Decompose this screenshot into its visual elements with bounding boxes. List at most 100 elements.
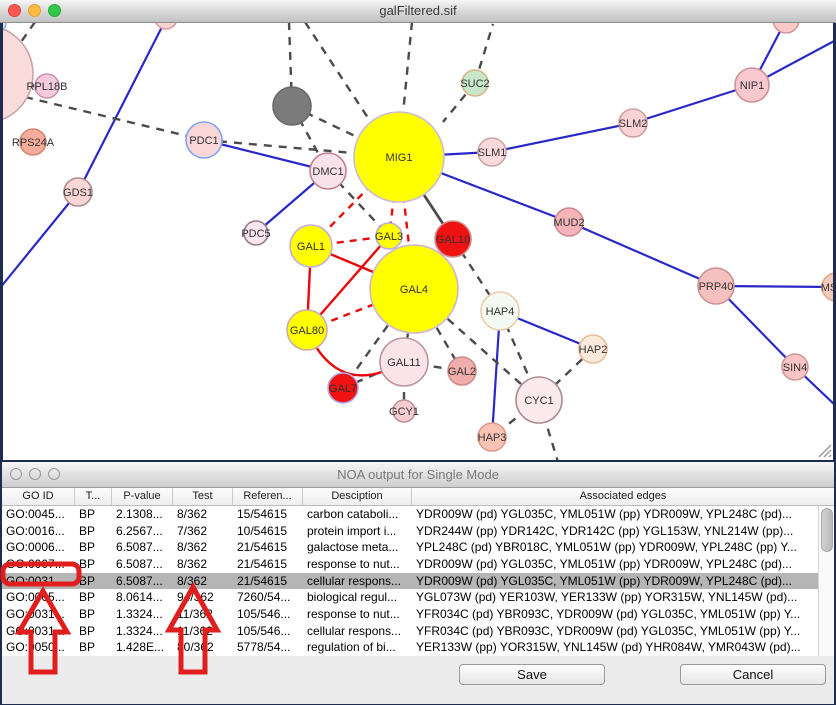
- column-header-edges[interactable]: Associated edges: [579, 490, 667, 502]
- network-node-SLM1[interactable]: [477, 137, 507, 167]
- save-button[interactable]: Save: [459, 664, 605, 685]
- table-row[interactable]: GO:0016... BP 6.2567... 7/362 10/54615 protei…: [2, 522, 818, 540]
- network-node-cut-left-small[interactable]: [3, 22, 7, 32]
- vertical-scrollbar[interactable]: [818, 506, 834, 656]
- network-edge[interactable]: [490, 310, 502, 438]
- network-node-cut-top-right[interactable]: [772, 22, 800, 34]
- noa-titlebar[interactable]: NOA output for Single Mode: [2, 462, 834, 488]
- cell-p_value: 1.3324...: [116, 623, 163, 638]
- zoom-button-icon[interactable]: [48, 4, 61, 17]
- close-button-icon[interactable]: [8, 4, 21, 17]
- table-row[interactable]: GO:0006... BP 6.5087... 8/362 21/54615 galact…: [2, 539, 818, 556]
- network-edge[interactable]: [203, 138, 329, 173]
- network-node-GDS1[interactable]: [63, 177, 93, 207]
- network-node-cut-top-mid[interactable]: [154, 22, 178, 30]
- column-header-type[interactable]: T...: [75, 488, 112, 505]
- network-node-GCY1[interactable]: [392, 399, 416, 423]
- network-edge[interactable]: [473, 23, 495, 84]
- network-edge[interactable]: [77, 22, 166, 193]
- network-node-PRP40[interactable]: [697, 267, 735, 305]
- network-edge[interactable]: [413, 288, 540, 401]
- network-node-GAL4[interactable]: [369, 244, 459, 334]
- network-node-RPS24A[interactable]: [19, 128, 47, 156]
- network-node-MSN5[interactable]: [821, 272, 833, 302]
- cell-go_id: GO:0031...: [6, 623, 65, 638]
- cell-edges: YDR009W (pd) YGL035C, YML051W (pp) YDR00…: [416, 507, 792, 521]
- resize-grip-icon[interactable]: [818, 444, 832, 458]
- network-edge[interactable]: [401, 22, 414, 115]
- network-node-HAP2[interactable]: [578, 334, 608, 364]
- minimize-button-icon[interactable]: [28, 4, 41, 17]
- cell-edges: YPL248C (pd) YBR018C, YML051W (pp) YDR00…: [416, 540, 797, 555]
- table-row[interactable]: GO:0031... BP 1.3324... 11/362 105/546... cel…: [2, 622, 818, 640]
- cell-test: 8/362: [177, 573, 208, 588]
- scrollbar-thumb[interactable]: [821, 508, 833, 552]
- table-row[interactable]: GO:0045... BP 2.1308... 8/362 15/54615 carbon…: [2, 506, 818, 523]
- network-node-HAP4[interactable]: [480, 291, 520, 331]
- table-row[interactable]: GO:0050... BP 1.428E... 80/362 5778/54... reg…: [2, 639, 818, 656]
- cell-description: protein import i...: [307, 523, 397, 538]
- node-label: GCY1: [389, 406, 419, 418]
- close-button-icon[interactable]: [10, 468, 22, 480]
- network-canvas[interactable]: [3, 22, 833, 460]
- network-node-GAL10[interactable]: [434, 220, 472, 258]
- cell-reference: 21/54615: [237, 540, 288, 555]
- network-node-HAP3[interactable]: [477, 422, 507, 452]
- network-edge[interactable]: [632, 83, 753, 125]
- cell-type: BP: [79, 507, 96, 521]
- network-edge[interactable]: [3, 191, 79, 288]
- column-header-p_value[interactable]: P-value: [112, 488, 173, 505]
- network-edge[interactable]: [491, 121, 634, 154]
- node-label: MUD2: [553, 217, 584, 229]
- table-row[interactable]: GO:0065... BP 8.0614... 94/362 7260/54... bio…: [2, 589, 818, 606]
- network-edge[interactable]: [303, 22, 374, 125]
- network-node-GAL3[interactable]: [375, 222, 403, 250]
- node-label: GAL4: [400, 284, 428, 296]
- cell-go_id: GO:0045...: [6, 507, 65, 521]
- table-row[interactable]: GO:0031... BP 6.5087... 8/362 21/54615 cellul…: [2, 572, 818, 590]
- table-header[interactable]: GO ID T... P-value Test Referen... Desciption…: [2, 488, 834, 506]
- network-node-GAL2[interactable]: [447, 356, 477, 386]
- network-node-RPL18B[interactable]: [34, 73, 60, 99]
- node-label: GAL10: [436, 234, 470, 246]
- network-graph[interactable]: MIG1 GAL4 RPL18B RPS24A GDS1 PDC1 DMC1 SLM1 SUC2…: [3, 22, 833, 460]
- network-node-GAL11[interactable]: [379, 337, 429, 387]
- network-edge[interactable]: [568, 220, 717, 288]
- network-titlebar[interactable]: galFiltered.sif: [0, 0, 836, 23]
- network-node-MUD2[interactable]: [554, 207, 584, 237]
- network-edge[interactable]: [24, 95, 205, 142]
- cell-reference: 7260/54...: [237, 590, 291, 605]
- network-node-PDC5[interactable]: [243, 220, 269, 246]
- network-node-GAL1[interactable]: [289, 224, 333, 268]
- network-edge[interactable]: [537, 399, 559, 460]
- network-node-NIP1[interactable]: [734, 67, 770, 103]
- network-node-GAL7[interactable]: [327, 372, 359, 404]
- column-header-go_id[interactable]: GO ID: [2, 488, 75, 505]
- network-node-SLM2[interactable]: [618, 108, 648, 138]
- network-node-DMC1[interactable]: [309, 152, 347, 190]
- network-edge[interactable]: [715, 285, 796, 368]
- table-row[interactable]: GO:0007... BP 6.5087... 8/362 21/54615 respon…: [2, 555, 818, 573]
- cell-p_value: 1.3324...: [116, 606, 163, 621]
- network-node-CYC1[interactable]: [515, 376, 563, 424]
- network-node-GRAY1[interactable]: [272, 86, 312, 126]
- column-header-reference[interactable]: Referen...: [233, 488, 303, 505]
- column-header-description[interactable]: Desciption: [303, 488, 412, 505]
- network-edge[interactable]: [203, 138, 400, 159]
- cell-type: BP: [79, 523, 96, 538]
- node-label: NIP1: [740, 80, 764, 92]
- network-node-SUC2[interactable]: [461, 69, 489, 97]
- network-node-SIN4[interactable]: [781, 353, 809, 381]
- network-node-MIG1[interactable]: [353, 111, 445, 203]
- node-label: GAL2: [448, 366, 476, 378]
- minimize-button-icon[interactable]: [29, 468, 41, 480]
- network-node-cut-left-big[interactable]: [3, 25, 34, 123]
- cell-p_value: 6.5087...: [116, 540, 163, 555]
- network-node-PDC1[interactable]: [185, 121, 223, 159]
- column-header-test[interactable]: Test: [173, 488, 233, 505]
- network-edge[interactable]: [715, 284, 833, 289]
- cancel-button[interactable]: Cancel: [680, 664, 826, 685]
- table-row[interactable]: GO:0031... BP 1.3324... 11/362 105/546... res…: [2, 605, 818, 623]
- network-node-GAL80[interactable]: [286, 309, 328, 351]
- zoom-button-icon[interactable]: [48, 468, 60, 480]
